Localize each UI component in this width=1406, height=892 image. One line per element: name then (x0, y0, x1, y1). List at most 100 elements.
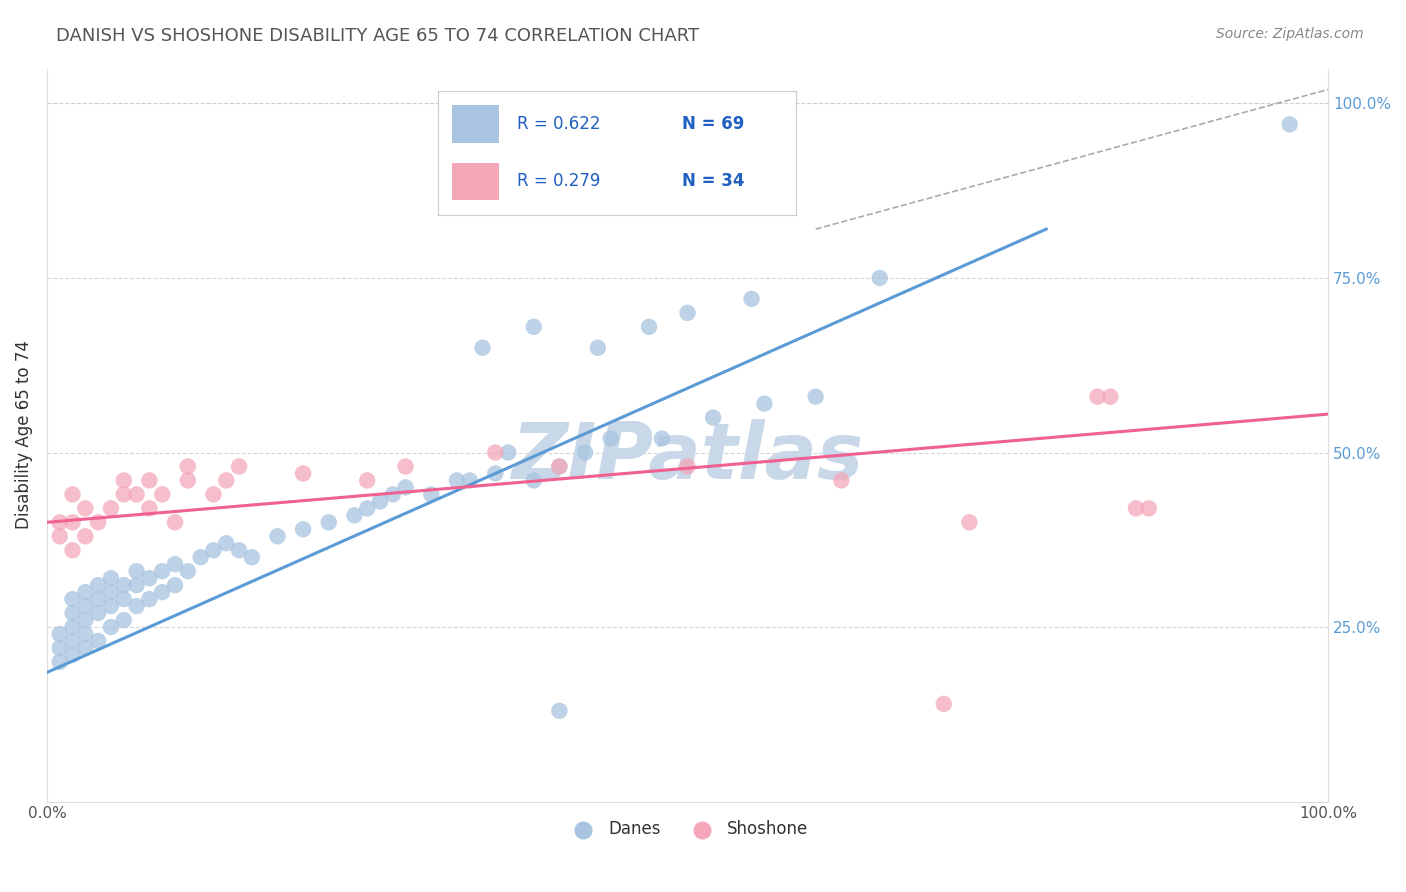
Point (395, 480, 418, 494)
Point (266, 529, 288, 543)
Point (75, 613, 97, 627)
Point (676, 459, 699, 474)
Point (586, 341, 609, 355)
Point (292, 522, 315, 536)
Point (138, 571, 160, 585)
Point (523, 319, 546, 334)
Point (163, 516, 186, 530)
Point (138, 474, 160, 488)
Point (75, 585, 97, 599)
Point (548, 459, 571, 474)
Point (87, 516, 110, 530)
Point (496, 445, 519, 459)
Point (395, 459, 418, 474)
Point (75, 599, 97, 613)
Point (138, 501, 160, 516)
Point (177, 564, 200, 578)
Point (163, 578, 186, 592)
Point (651, 432, 673, 446)
Point (368, 494, 391, 508)
Text: Source: ZipAtlas.com: Source: ZipAtlas.com (1216, 27, 1364, 41)
Point (62, 648, 84, 662)
Point (932, 697, 955, 711)
Point (484, 467, 506, 481)
Point (163, 558, 186, 572)
Point (150, 564, 173, 578)
Point (100, 599, 122, 613)
Point (1278, 117, 1301, 131)
Point (75, 627, 97, 641)
Point (100, 501, 122, 516)
Point (100, 620, 122, 634)
Point (150, 585, 173, 599)
Point (318, 516, 340, 530)
Point (100, 585, 122, 599)
Point (112, 613, 135, 627)
Point (87, 634, 110, 648)
Point (356, 474, 378, 488)
Point (1087, 390, 1109, 404)
Point (112, 578, 135, 592)
Point (125, 599, 148, 613)
Point (702, 410, 724, 425)
Point (48, 627, 70, 641)
Point (138, 592, 160, 607)
Point (87, 578, 110, 592)
Point (62, 592, 84, 607)
Point (87, 592, 110, 607)
Point (869, 271, 891, 285)
Point (125, 564, 148, 578)
Point (804, 390, 827, 404)
Point (62, 487, 84, 501)
Y-axis label: Disability Age 65 to 74: Disability Age 65 to 74 (15, 341, 32, 530)
Point (1137, 501, 1160, 516)
Point (343, 508, 366, 523)
Point (202, 543, 225, 558)
Point (215, 474, 238, 488)
Point (523, 474, 546, 488)
Text: ZIPatlas: ZIPatlas (512, 419, 863, 495)
Point (548, 459, 571, 474)
Point (62, 620, 84, 634)
Point (957, 516, 980, 530)
Point (48, 655, 70, 669)
Point (356, 501, 378, 516)
Point (75, 501, 97, 516)
Text: DANISH VS SHOSHONE DISABILITY AGE 65 TO 74 CORRELATION CHART: DANISH VS SHOSHONE DISABILITY AGE 65 TO … (56, 27, 699, 45)
Point (75, 640, 97, 655)
Point (638, 319, 661, 334)
Point (62, 634, 84, 648)
Point (87, 606, 110, 620)
Point (48, 516, 70, 530)
Point (228, 543, 250, 558)
Point (292, 467, 315, 481)
Point (112, 592, 135, 607)
Point (112, 474, 135, 488)
Point (741, 292, 763, 306)
Point (548, 704, 571, 718)
Point (574, 445, 596, 459)
Point (150, 487, 173, 501)
Point (112, 487, 135, 501)
Point (177, 474, 200, 488)
Point (177, 459, 200, 474)
Point (48, 640, 70, 655)
Point (62, 606, 84, 620)
Point (202, 487, 225, 501)
Point (446, 474, 468, 488)
Point (471, 341, 494, 355)
Point (830, 474, 852, 488)
Point (190, 550, 212, 565)
Point (458, 474, 481, 488)
Point (62, 516, 84, 530)
Point (1099, 390, 1122, 404)
Point (420, 487, 443, 501)
Point (240, 550, 263, 565)
Point (381, 487, 404, 501)
Point (484, 445, 506, 459)
Point (676, 306, 699, 320)
Point (228, 459, 250, 474)
Legend: Danes, Shoshone: Danes, Shoshone (560, 814, 815, 845)
Point (754, 397, 776, 411)
Point (75, 529, 97, 543)
